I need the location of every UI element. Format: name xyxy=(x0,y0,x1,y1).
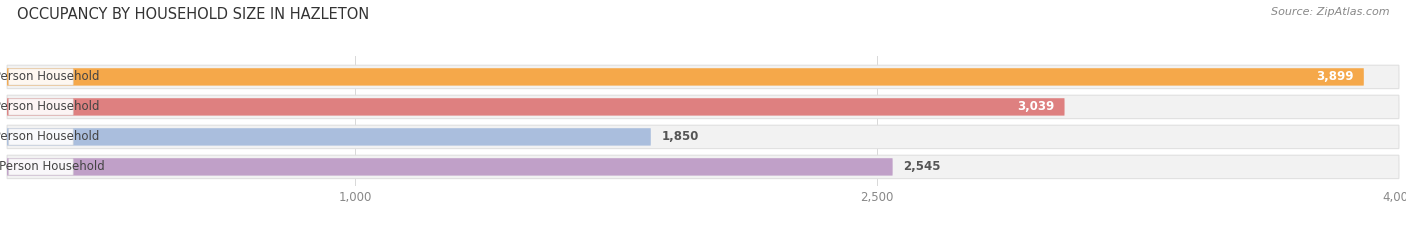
Text: 1-Person Household: 1-Person Household xyxy=(0,70,100,83)
FancyBboxPatch shape xyxy=(7,155,1399,179)
FancyBboxPatch shape xyxy=(8,69,73,85)
FancyBboxPatch shape xyxy=(8,99,73,115)
FancyBboxPatch shape xyxy=(8,129,73,145)
FancyBboxPatch shape xyxy=(7,128,651,146)
FancyBboxPatch shape xyxy=(7,158,893,176)
Text: 1,850: 1,850 xyxy=(661,130,699,143)
Text: 2,545: 2,545 xyxy=(903,160,941,173)
FancyBboxPatch shape xyxy=(7,65,1399,89)
FancyBboxPatch shape xyxy=(7,95,1399,119)
FancyBboxPatch shape xyxy=(7,125,1399,149)
Text: 3,039: 3,039 xyxy=(1017,100,1054,113)
Text: Source: ZipAtlas.com: Source: ZipAtlas.com xyxy=(1271,7,1389,17)
FancyBboxPatch shape xyxy=(7,68,1364,86)
Text: 4+ Person Household: 4+ Person Household xyxy=(0,160,104,173)
Text: 3,899: 3,899 xyxy=(1316,70,1354,83)
FancyBboxPatch shape xyxy=(7,98,1064,116)
FancyBboxPatch shape xyxy=(8,159,73,175)
Text: 3-Person Household: 3-Person Household xyxy=(0,130,100,143)
Text: 2-Person Household: 2-Person Household xyxy=(0,100,100,113)
Text: OCCUPANCY BY HOUSEHOLD SIZE IN HAZLETON: OCCUPANCY BY HOUSEHOLD SIZE IN HAZLETON xyxy=(17,7,370,22)
